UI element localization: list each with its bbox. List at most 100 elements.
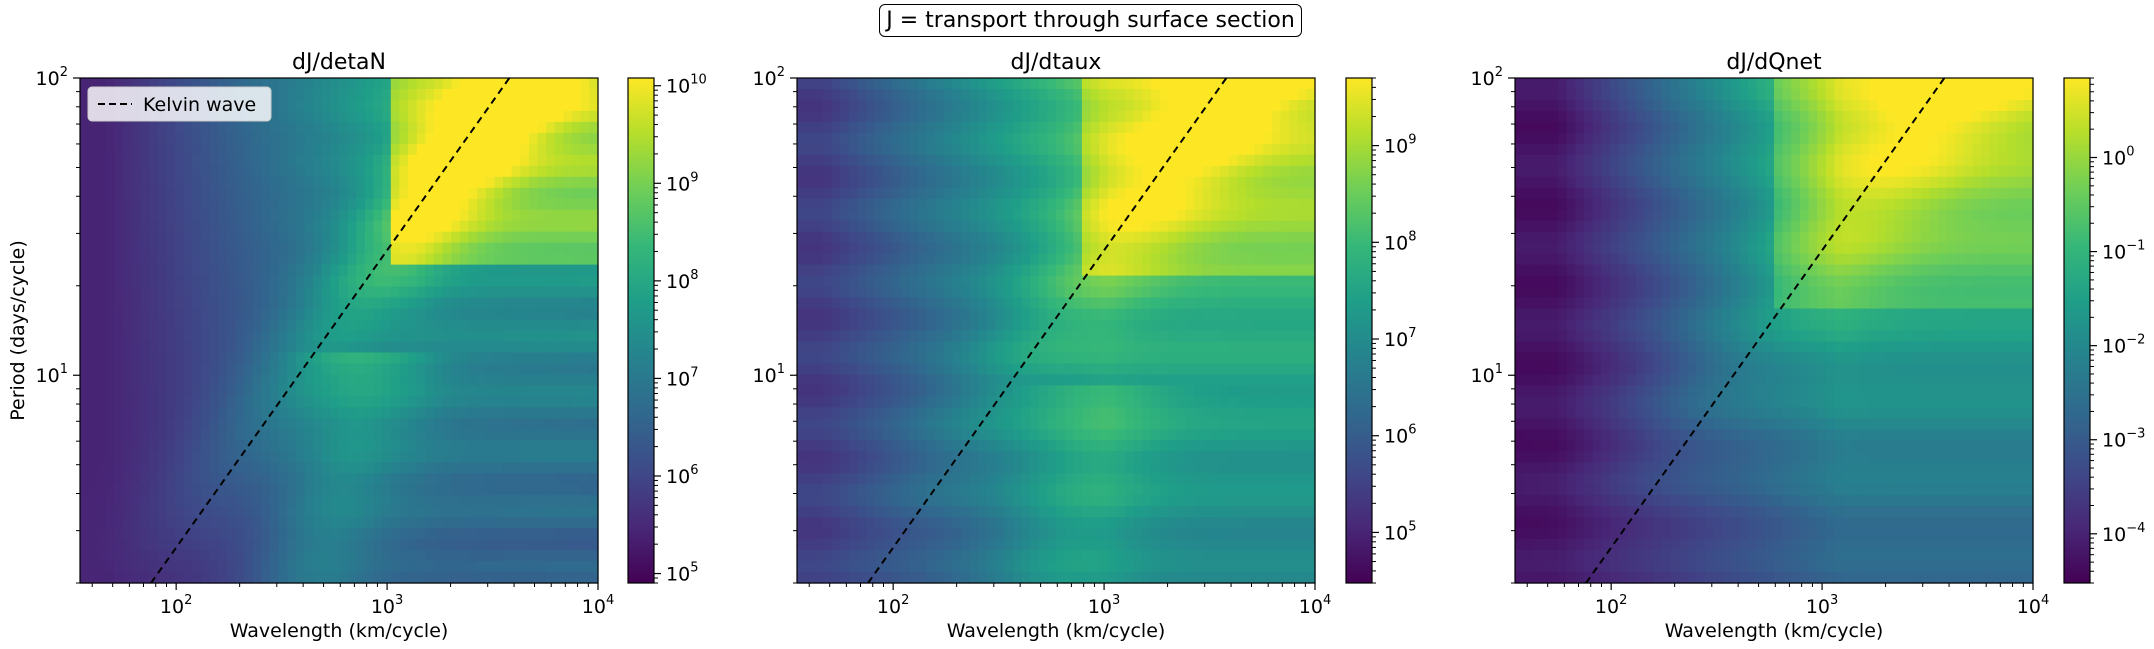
heatmap-cell [926,330,936,343]
heatmap-cell [1133,198,1143,211]
heatmap-cell [822,253,833,266]
heatmap-cell [589,495,599,507]
heatmap-cell [356,418,366,430]
heatmap-cell [287,286,297,299]
heatmap-cell [995,363,1005,376]
heatmap-cell [589,561,599,573]
heatmap-cell [1176,253,1187,266]
heatmap-cell [797,363,807,376]
heatmap-cell [537,418,547,430]
heatmap-cell [969,110,979,123]
heatmap-cell [909,308,919,321]
heatmap-cell [952,187,962,200]
heatmap-cell [546,352,556,365]
heatmap-cell [1228,308,1238,321]
heatmap-cell [494,330,504,343]
heatmap-cell [952,407,962,419]
heatmap-cell [416,275,426,288]
heatmap-cell [1289,231,1299,244]
heatmap-cell [114,165,124,178]
heatmap-cell [797,187,807,200]
heatmap-cell [123,319,133,332]
heatmap-cell [1254,154,1264,167]
heatmap-cell [1202,297,1212,310]
heatmap-cell [986,154,997,167]
heatmap-cell [848,143,859,156]
heatmap-cell [1150,231,1161,244]
heatmap-cell [1004,451,1014,463]
heatmap-cell [978,330,988,343]
heatmap-cell [408,286,418,299]
heatmap-cell [1176,297,1187,310]
heatmap-cell [451,418,461,430]
heatmap-cell [1176,429,1187,441]
heatmap-cell [1125,451,1135,463]
heatmap-cell [364,88,375,101]
heatmap-cell [459,407,470,419]
heatmap-cell [485,429,495,441]
heatmap-cell [339,517,349,529]
heatmap-cell [105,539,116,551]
heatmap-cell [295,396,306,408]
heatmap-cell [511,121,521,134]
heatmap-cell [978,385,988,397]
heatmap-cell [442,198,452,211]
heatmap-cell [1245,110,1256,123]
heatmap-cell [822,451,833,463]
heatmap-cell [1125,99,1135,112]
heatmap-cell [1081,110,1092,123]
heatmap-cell [1263,187,1273,200]
heatmap-cell [1021,407,1031,419]
heatmap-cell [235,198,245,211]
heatmap-cell [140,363,150,376]
heatmap-cell [917,462,928,474]
heatmap-cell [1194,78,1204,90]
heatmap-cell [451,187,461,200]
heatmap-cell [131,187,142,200]
heatmap-cell [269,198,280,211]
heatmap-cell [1107,440,1118,452]
heatmap-cell [1064,187,1074,200]
heatmap-cell [278,176,288,189]
heatmap-cell [1107,330,1118,343]
heatmap-cell [528,78,539,90]
heatmap-cell [313,297,323,310]
heatmap-cell [140,308,150,321]
heatmap-cell [797,407,807,419]
heatmap-cell [183,308,193,321]
heatmap-cell [131,132,142,145]
heatmap-cell [287,440,297,452]
heatmap-cell [969,330,979,343]
heatmap-cell [1202,88,1212,101]
heatmap-cell [278,121,288,134]
heatmap-cell [408,78,418,90]
heatmap-cell [1116,198,1126,211]
heatmap-cell [1064,242,1074,255]
heatmap-cell [1142,198,1152,211]
heatmap-cell [278,484,288,496]
heatmap-cell [209,78,219,90]
heatmap-cell [554,451,565,463]
heatmap-cell [1168,374,1178,386]
heatmap-cell [1271,220,1282,233]
heatmap-cell [1030,253,1040,266]
heatmap-cell [1245,187,1256,200]
heatmap-cell [1254,396,1264,408]
heatmap-cell [278,539,288,551]
heatmap-cell [192,484,202,496]
heatmap-cell [1133,132,1143,145]
heatmap-cell [1073,253,1083,266]
heatmap-cell [935,341,945,354]
heatmap-cell [589,209,599,222]
heatmap-cell [192,539,202,551]
heatmap-cell [1047,407,1057,419]
heatmap-cell [814,88,824,101]
heatmap-cell [157,528,167,540]
heatmap-cell [546,253,556,266]
heatmap-cell [952,110,962,123]
heatmap-cell [589,264,599,277]
heatmap-cell [261,187,271,200]
heatmap-cell [891,121,902,134]
heatmap-cell [442,264,452,277]
